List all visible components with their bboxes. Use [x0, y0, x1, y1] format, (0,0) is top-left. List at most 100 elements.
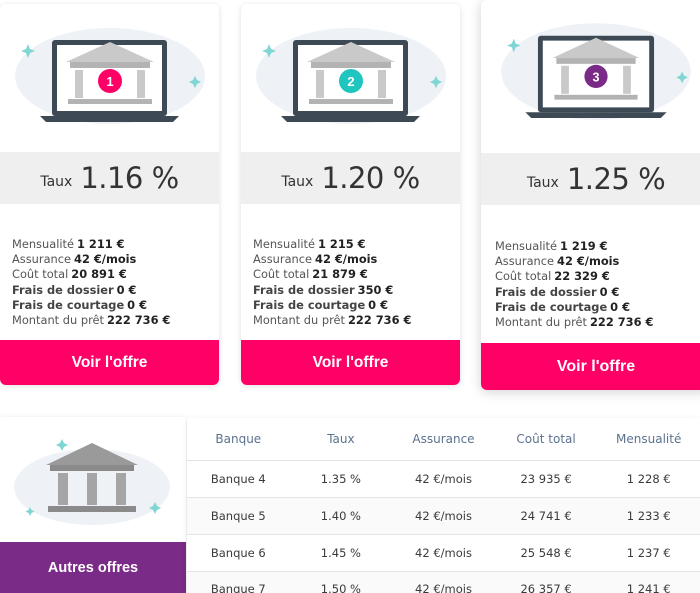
detail-value: 0 € — [116, 282, 137, 297]
detail-value: 0 € — [610, 299, 630, 314]
view-offer-button[interactable]: Voir l'offre — [0, 340, 219, 385]
detail-row: Coût total 22 329 € — [495, 269, 653, 284]
rate-label: Taux — [281, 174, 314, 190]
rate-value: 1.25 % — [566, 162, 666, 196]
detail-label: Montant du prêt — [253, 313, 345, 328]
cell-total-cost: 23 935 € — [494, 460, 598, 498]
detail-row: Assurance 42 €/mois — [495, 254, 653, 269]
cell-monthly: 1 228 € — [597, 460, 700, 498]
detail-value: 1 211 € — [77, 237, 125, 251]
detail-row: Frais de courtage 0 € — [12, 298, 170, 313]
cell-monthly: 1 241 € — [597, 571, 700, 593]
detail-label: Frais de dossier — [12, 282, 114, 297]
cell-total-cost: 24 741 € — [494, 497, 598, 535]
detail-label: Frais de courtage — [253, 297, 366, 312]
other-offers-button[interactable]: Autres offres — [0, 542, 186, 593]
offer-details: Mensualité 1 219 € Assurance 42 €/mois Coût … — [495, 239, 653, 330]
other-offers-panel: Autres offres — [0, 417, 186, 593]
rate-band: Taux 1.20 % — [241, 152, 460, 204]
detail-value: 0 € — [368, 297, 388, 312]
table-row[interactable]: Banque 5 1.40 % 42 €/mois 24 741 €1 233 € — [187, 497, 700, 535]
table-row[interactable]: Banque 4 1.35 % 42 €/mois 23 935 €1 228 € — [187, 460, 700, 498]
bank-building-icon — [0, 417, 186, 542]
detail-value: 42 €/mois — [557, 254, 620, 269]
detail-row: Frais de dossier 0 € — [495, 285, 653, 300]
rate-band: Taux 1.16 % — [0, 152, 219, 204]
cell-rate: 1.40 % — [289, 497, 393, 535]
rank-number: 1 — [106, 74, 113, 89]
cell-bank: Banque 7 — [187, 571, 290, 593]
offer-details: Mensualité 1 215 € Assurance 42 €/mois Coût … — [253, 237, 411, 328]
detail-row: Frais de courtage 0 € — [253, 298, 411, 313]
detail-label: Mensualité — [253, 237, 315, 251]
bank-laptop-illustration: 2 — [241, 4, 460, 152]
detail-row: Frais de courtage 0 € — [495, 300, 653, 315]
rank-number: 3 — [593, 70, 600, 84]
detail-row: Montant du prêt 222 736 € — [12, 313, 170, 328]
table-header-row: Banque Taux Assurance Coût total Mensual… — [187, 418, 700, 461]
detail-label: Coût total — [253, 267, 310, 282]
cell-total-cost: 25 548 € — [494, 534, 598, 572]
detail-value: 222 736 € — [347, 313, 412, 328]
detail-value: 42 €/mois — [315, 252, 378, 267]
view-offer-button[interactable]: Voir l'offre — [481, 343, 700, 390]
detail-row: Mensualité 1 215 € — [253, 237, 411, 252]
detail-row: Frais de dossier 0 € — [12, 283, 170, 298]
rate-value: 1.20 % — [321, 161, 420, 195]
detail-value: 0 € — [127, 297, 147, 312]
rate-band: Taux 1.25 % — [481, 153, 700, 205]
detail-row: Mensualité 1 211 € — [12, 237, 170, 252]
cell-rate: 1.45 % — [289, 534, 393, 572]
view-offer-button[interactable]: Voir l'offre — [241, 340, 460, 385]
column-header-bank: Banque — [187, 418, 290, 461]
cell-total-cost: 26 357 € — [494, 571, 598, 593]
cell-rate: 1.50 % — [289, 571, 393, 593]
detail-value: 222 736 € — [106, 313, 171, 328]
detail-value: 222 736 € — [589, 315, 654, 330]
detail-row: Frais de dossier 350 € — [253, 283, 411, 298]
detail-value: 1 219 € — [560, 239, 608, 253]
table-row[interactable]: Banque 7 1.50 % 42 €/mois 26 357 €1 241 € — [187, 571, 700, 593]
rank-badge — [98, 69, 122, 93]
cell-bank: Banque 4 — [187, 460, 290, 498]
detail-row: Assurance 42 €/mois — [253, 252, 411, 267]
detail-label: Assurance — [253, 252, 313, 267]
detail-label: Assurance — [12, 252, 72, 267]
detail-value: 21 879 € — [312, 267, 368, 282]
offer-card-2: 2 Taux 1.20 % Mensualité 1 215 € Assurance… — [241, 4, 460, 385]
detail-value: 1 215 € — [318, 237, 366, 251]
offer-card-3: 3 Taux 1.25 % Mensualité 1 219 € Assurance… — [481, 0, 700, 390]
rank-badge — [339, 69, 363, 93]
detail-label: Mensualité — [495, 239, 557, 253]
detail-value: 0 € — [599, 284, 620, 299]
detail-label: Frais de dossier — [495, 284, 597, 299]
detail-label: Montant du prêt — [12, 313, 104, 328]
detail-label: Coût total — [495, 269, 552, 284]
detail-label: Frais de dossier — [253, 282, 355, 297]
detail-label: Frais de courtage — [495, 299, 608, 314]
offer-card-1: 1 Taux 1.16 % Mensualité 1 211 € Assurance… — [0, 4, 219, 385]
detail-label: Mensualité — [12, 237, 74, 251]
detail-value: 42 €/mois — [74, 252, 137, 267]
offer-details: Mensualité 1 211 € Assurance 42 €/mois Coût … — [12, 237, 170, 328]
cell-bank: Banque 6 — [187, 534, 290, 572]
rate-label: Taux — [526, 175, 559, 191]
detail-value: 20 891 € — [71, 267, 127, 282]
detail-row: Montant du prêt 222 736 € — [495, 315, 653, 330]
rank-badge — [584, 64, 608, 89]
detail-row: Montant du prêt 222 736 € — [253, 313, 411, 328]
cell-monthly: 1 233 € — [597, 497, 700, 535]
cell-insurance: 42 €/mois — [392, 497, 495, 535]
cell-insurance: 42 €/mois — [392, 534, 495, 572]
detail-label: Montant du prêt — [495, 315, 587, 330]
cell-insurance: 42 €/mois — [392, 571, 495, 593]
rate-label: Taux — [40, 174, 73, 190]
cell-rate: 1.35 % — [289, 460, 393, 498]
column-header-insurance: Assurance — [392, 418, 495, 461]
other-offers-table: Banque Taux Assurance Coût total Mensual… — [187, 418, 700, 593]
table-row[interactable]: Banque 6 1.45 % 42 €/mois 25 548 €1 237 € — [187, 534, 700, 572]
detail-row: Assurance 42 €/mois — [12, 252, 170, 267]
column-header-monthly: Mensualité — [597, 418, 700, 461]
column-header-rate: Taux — [289, 418, 393, 461]
rate-value: 1.16 % — [80, 161, 179, 195]
